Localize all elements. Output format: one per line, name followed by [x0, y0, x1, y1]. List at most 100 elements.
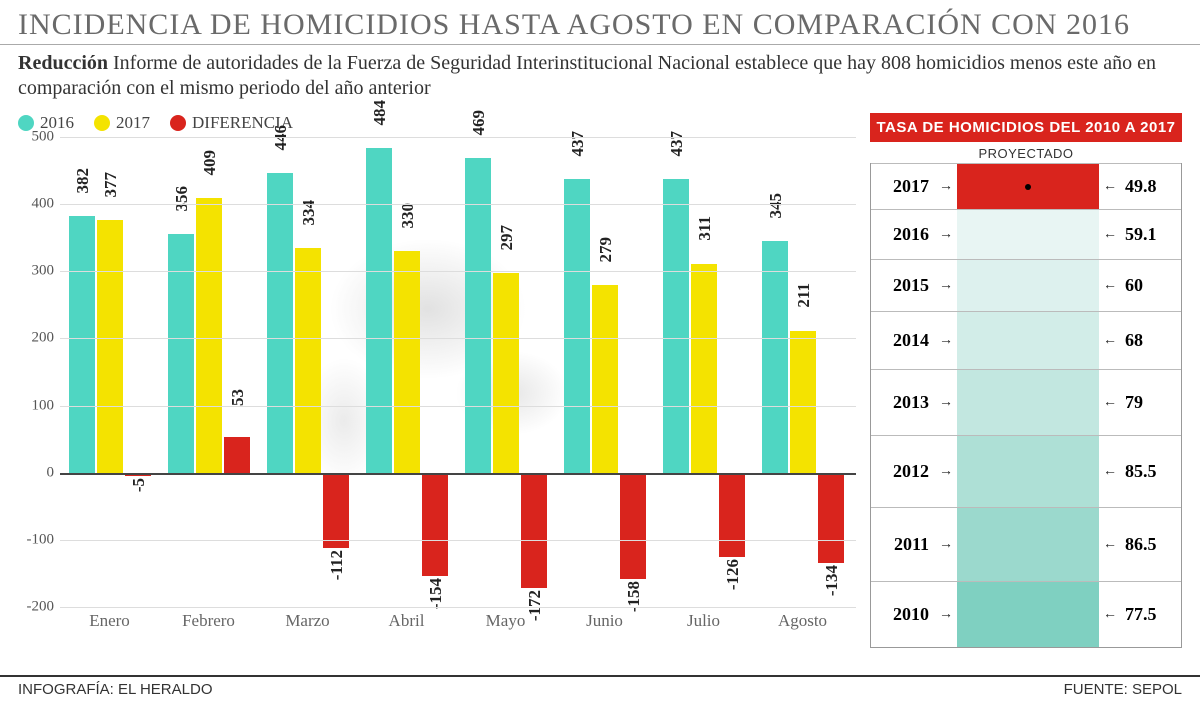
month-group: 437311-126 [663, 137, 745, 607]
footer: INFOGRAFÍA: EL HERALDO FUENTE: SEPOL [0, 675, 1200, 704]
bar-value-label: 382 [73, 168, 93, 194]
rate-value: 85.5 [1121, 461, 1181, 482]
y-axis: -200-1000100200300400500 [18, 137, 60, 607]
bar-2017 [493, 273, 519, 472]
month-group: 484330-154 [366, 137, 448, 607]
bar-value-label: 330 [398, 203, 418, 229]
rate-value: 68 [1121, 330, 1181, 351]
rate-value: 77.5 [1121, 604, 1181, 625]
y-tick-label: 100 [32, 397, 55, 414]
month-group: 437279-158 [564, 137, 646, 607]
plot-area: 382377-535640953446334-112484330-1544692… [60, 137, 856, 607]
month-group: 446334-112 [267, 137, 349, 607]
rate-row: 2010→←77.5 [871, 581, 1181, 647]
gridline [60, 137, 856, 138]
bar-value-label: 311 [695, 216, 715, 241]
bar-2016 [69, 216, 95, 472]
rate-year: 2017 [871, 176, 935, 197]
arrow-left-icon: ← [1099, 179, 1121, 195]
gridline [60, 271, 856, 272]
x-tick-label: Abril [389, 611, 425, 631]
legend-label: 2017 [116, 113, 150, 133]
legend-swatch-icon [94, 115, 110, 131]
arrow-right-icon: → [935, 278, 957, 294]
rate-row: 2013→←79 [871, 369, 1181, 435]
y-tick-label: 400 [32, 196, 55, 213]
bar-diff [620, 473, 646, 579]
rate-year: 2011 [871, 534, 935, 555]
projected-dot-icon [1025, 184, 1031, 190]
y-tick-label: 200 [32, 330, 55, 347]
footer-left-value: EL HERALDO [114, 681, 213, 698]
bars-layer: 382377-535640953446334-112484330-1544692… [60, 137, 856, 607]
bar-value-label: 437 [667, 131, 687, 157]
bar-2016 [663, 179, 689, 472]
bar-2017 [592, 285, 618, 472]
rate-row: 2014→←68 [871, 311, 1181, 369]
bar-value-label: -154 [426, 578, 446, 609]
x-tick-label: Mayo [486, 611, 526, 631]
bar-value-label: 53 [228, 389, 248, 406]
x-tick-label: Marzo [285, 611, 329, 631]
rate-row: 2016→←59.1 [871, 209, 1181, 259]
legend: 20162017DIFERENCIA [18, 105, 856, 137]
footer-left: INFOGRAFÍA: EL HERALDO [18, 681, 213, 698]
arrow-left-icon: ← [1099, 227, 1121, 243]
bar-2017 [394, 251, 420, 473]
footer-left-label: INFOGRAFÍA: [18, 681, 114, 698]
rate-cell [957, 210, 1099, 259]
y-tick-label: -100 [27, 531, 55, 548]
rate-row: 2012→←85.5 [871, 435, 1181, 507]
x-tick-label: Febrero [182, 611, 235, 631]
arrow-right-icon: → [935, 464, 957, 480]
bar-value-label: -112 [327, 550, 347, 580]
subtitle-bold: Reducción [18, 52, 108, 74]
bar-value-label: 345 [766, 193, 786, 219]
bar-value-label: 297 [497, 225, 517, 251]
rate-row: 2011→←86.5 [871, 507, 1181, 581]
y-tick-label: 500 [32, 129, 55, 146]
rate-panel: TASA DE HOMICIDIOS DEL 2010 A 2017 PROYE… [870, 105, 1182, 648]
rate-year: 2010 [871, 604, 935, 625]
rate-value: 60 [1121, 275, 1181, 296]
bar-diff [422, 473, 448, 576]
bar-2016 [168, 234, 194, 473]
rate-value: 49.8 [1121, 176, 1181, 197]
page-title: INCIDENCIA DE HOMICIDIOS HASTA AGOSTO EN… [0, 0, 1200, 45]
arrow-left-icon: ← [1099, 395, 1121, 411]
infographic-root: INCIDENCIA DE HOMICIDIOS HASTA AGOSTO EN… [0, 0, 1200, 704]
rate-value: 59.1 [1121, 224, 1181, 245]
arrow-left-icon: ← [1099, 333, 1121, 349]
rate-table: 2017→←49.82016→←59.12015→←602014→←682013… [870, 163, 1182, 648]
rate-value: 79 [1121, 392, 1181, 413]
bar-value-label: 469 [469, 110, 489, 136]
rate-panel-header: TASA DE HOMICIDIOS DEL 2010 A 2017 [870, 113, 1182, 142]
bar-value-label: 437 [568, 131, 588, 157]
bar-value-label: 279 [596, 237, 616, 263]
rate-row: 2015→←60 [871, 259, 1181, 311]
bar-2017 [691, 264, 717, 473]
rate-value: 86.5 [1121, 534, 1181, 555]
bar-value-label: 356 [172, 186, 192, 212]
bar-2016 [267, 173, 293, 472]
x-tick-label: Julio [687, 611, 720, 631]
subtitle-rest: Informe de autoridades de la Fuerza de S… [18, 52, 1156, 99]
arrow-right-icon: → [935, 179, 957, 195]
footer-right-value: SEPOL [1128, 681, 1182, 698]
rate-row: 2017→ ←49.8 [871, 163, 1181, 209]
bar-2017 [97, 220, 123, 473]
rate-cell [957, 312, 1099, 369]
bar-2017 [295, 248, 321, 472]
bar-2016 [564, 179, 590, 472]
subtitle: Reducción Informe de autoridades de la F… [0, 45, 1200, 105]
month-group: 469297-172 [465, 137, 547, 607]
x-tick-label: Junio [586, 611, 623, 631]
chart-area: 20162017DIFERENCIA -200-1000100200300400… [18, 105, 856, 648]
footer-right: FUENTE: SEPOL [1064, 681, 1182, 698]
bar-value-label: 211 [794, 283, 814, 308]
bar-diff [224, 437, 250, 473]
y-tick-label: 0 [47, 464, 55, 481]
main-area: 20162017DIFERENCIA -200-1000100200300400… [0, 105, 1200, 648]
bar-chart: -200-1000100200300400500 382377-53564095… [18, 137, 856, 635]
rate-cell [957, 582, 1099, 647]
